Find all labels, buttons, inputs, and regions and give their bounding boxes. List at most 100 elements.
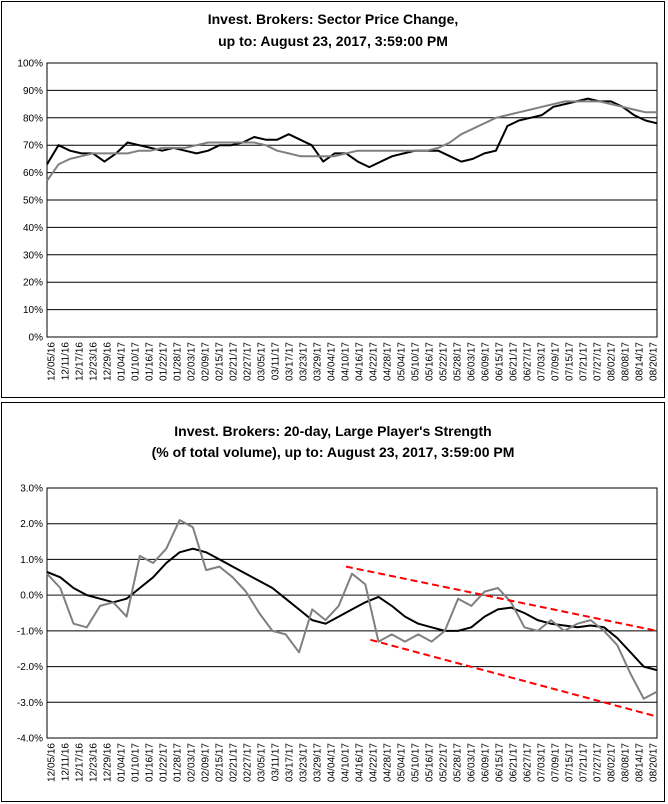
x-tick-label: 01/28/17 bbox=[173, 743, 184, 782]
x-tick-label: 04/22/17 bbox=[369, 342, 380, 381]
x-tick-label: 03/29/17 bbox=[313, 743, 324, 782]
x-tick-label: 01/16/17 bbox=[145, 342, 156, 381]
series-line bbox=[46, 97, 658, 169]
x-tick-label: 12/29/16 bbox=[103, 342, 114, 381]
x-tick-label: 04/28/17 bbox=[383, 342, 394, 381]
x-tick-label: 04/16/17 bbox=[355, 342, 366, 381]
x-tick-label: 02/27/17 bbox=[243, 743, 254, 782]
x-tick-label: 05/22/17 bbox=[439, 342, 450, 381]
x-tick-label: 04/04/17 bbox=[327, 342, 338, 381]
x-tick-label: 07/15/17 bbox=[565, 743, 576, 782]
x-tick-label: 02/09/17 bbox=[201, 743, 212, 782]
plot-area bbox=[46, 487, 658, 739]
x-tick-label: 02/27/17 bbox=[243, 342, 254, 381]
x-tick-label: 04/16/17 bbox=[355, 743, 366, 782]
x-tick-label: 07/21/17 bbox=[579, 342, 590, 381]
x-tick-label: 06/15/17 bbox=[495, 342, 506, 381]
x-tick-label: 02/03/17 bbox=[187, 342, 198, 381]
x-tick-label: 04/10/17 bbox=[341, 743, 352, 782]
y-tick-label: 2.0% bbox=[20, 519, 43, 530]
y-tick-label: -1.0% bbox=[17, 626, 43, 637]
x-tick-label: 06/27/17 bbox=[523, 342, 534, 381]
x-tick-label: 03/23/17 bbox=[299, 342, 310, 381]
x-tick-label: 03/23/17 bbox=[299, 743, 310, 782]
y-tick-label: 60% bbox=[23, 168, 43, 179]
x-tick-label: 07/03/17 bbox=[537, 743, 548, 782]
x-tick-label: 01/04/17 bbox=[117, 342, 128, 381]
x-tick-label: 12/23/16 bbox=[89, 743, 100, 782]
x-tick-label: 01/16/17 bbox=[145, 743, 156, 782]
x-tick-label: 05/28/17 bbox=[453, 743, 464, 782]
series-line bbox=[46, 100, 657, 182]
x-tick-label: 06/27/17 bbox=[523, 743, 534, 782]
x-tick-label: 12/05/16 bbox=[47, 743, 58, 782]
large-player-strength-plot: -4.0% -3.0% -2.0% -1.0% 0.0% 1.0% 2.0% 3.0% 12/0… bbox=[17, 484, 660, 782]
x-tick-label: 03/29/17 bbox=[313, 342, 324, 381]
x-tick-label: 05/10/17 bbox=[411, 743, 422, 782]
x-tick-label: 04/22/17 bbox=[369, 743, 380, 782]
y-tick-label: 1.0% bbox=[20, 555, 43, 566]
series-line bbox=[46, 519, 658, 700]
x-tick-label: 08/14/17 bbox=[635, 743, 646, 782]
x-tick-label: 05/22/17 bbox=[439, 743, 450, 782]
y-tick-label: 80% bbox=[23, 113, 43, 124]
x-tick-label: 03/17/17 bbox=[285, 743, 296, 782]
x-tick-label: 08/08/17 bbox=[621, 342, 632, 381]
x-tick-label: 06/03/17 bbox=[467, 743, 478, 782]
y-tick-label: 90% bbox=[23, 86, 43, 97]
x-tick-label: 12/17/16 bbox=[75, 743, 86, 782]
y-tick-label: 10% bbox=[23, 305, 43, 316]
x-tick-label: 06/09/17 bbox=[481, 743, 492, 782]
trendline bbox=[345, 565, 658, 632]
x-tick-label: 05/04/17 bbox=[397, 342, 408, 381]
x-tick-label: 07/09/17 bbox=[551, 743, 562, 782]
chart-title-line1: Invest. Brokers: Sector Price Change, bbox=[207, 11, 459, 27]
x-tick-label: 12/05/16 bbox=[47, 342, 58, 381]
x-tick-label: 01/22/17 bbox=[159, 342, 170, 381]
x-tick-label: 07/15/17 bbox=[565, 342, 576, 381]
plot-area bbox=[46, 62, 658, 338]
x-tick-label: 03/17/17 bbox=[285, 342, 296, 381]
x-tick-label: 08/02/17 bbox=[607, 342, 618, 381]
x-tick-label: 08/02/17 bbox=[607, 743, 618, 782]
price-change-chart: Invest. Brokers: Sector Price Change, up… bbox=[1, 1, 665, 398]
x-tick-label: 04/04/17 bbox=[327, 743, 338, 782]
x-tick-label: 05/04/17 bbox=[397, 743, 408, 782]
chart-title-line2: up to: August 23, 2017, 3:59:00 PM bbox=[218, 33, 448, 49]
x-tick-label: 08/20/17 bbox=[649, 743, 660, 782]
x-tick-label: 08/08/17 bbox=[621, 743, 632, 782]
y-tick-label: 50% bbox=[23, 196, 43, 207]
x-tick-label: 12/17/16 bbox=[75, 342, 86, 381]
x-tick-label: 03/05/17 bbox=[257, 342, 268, 381]
x-tick-label: 05/16/17 bbox=[425, 743, 436, 782]
large-player-strength-chart: Invest. Brokers: 20-day, Large Player's … bbox=[1, 402, 665, 802]
x-tick-label: 07/21/17 bbox=[579, 743, 590, 782]
x-tick-label: 01/22/17 bbox=[159, 743, 170, 782]
y-tick-label: 0% bbox=[29, 333, 44, 344]
price-change-plot: 0% 10% 20% 30% 40% 50% 60% 70% 80% 90% 100% 12/05/1… bbox=[17, 59, 660, 381]
chart-title-line1: Invest. Brokers: 20-day, Large Player's … bbox=[174, 423, 492, 439]
x-tick-label: 03/11/17 bbox=[271, 342, 282, 381]
x-tick-label: 02/21/17 bbox=[229, 342, 240, 381]
x-tick-label: 06/03/17 bbox=[467, 342, 478, 381]
y-tick-label: 0.0% bbox=[20, 591, 43, 602]
x-tick-label: 07/03/17 bbox=[537, 342, 548, 381]
y-tick-label: 20% bbox=[23, 278, 43, 289]
y-tick-label: 40% bbox=[23, 223, 43, 234]
x-tick-label: 02/03/17 bbox=[187, 743, 198, 782]
x-tick-label: 02/15/17 bbox=[215, 743, 226, 782]
x-tick-label: 07/27/17 bbox=[593, 342, 604, 381]
x-tick-label: 03/11/17 bbox=[271, 743, 282, 782]
x-tick-label: 07/27/17 bbox=[593, 743, 604, 782]
x-tick-label: 06/21/17 bbox=[509, 342, 520, 381]
x-tick-label: 02/15/17 bbox=[215, 342, 226, 381]
y-tick-label: -4.0% bbox=[17, 734, 43, 745]
y-tick-label: -3.0% bbox=[17, 698, 43, 709]
x-tick-label: 12/29/16 bbox=[103, 743, 114, 782]
y-tick-label: 30% bbox=[23, 250, 43, 261]
y-tick-label: 70% bbox=[23, 141, 43, 152]
x-tick-label: 06/09/17 bbox=[481, 342, 492, 381]
x-tick-label: 01/04/17 bbox=[117, 743, 128, 782]
x-tick-label: 08/20/17 bbox=[649, 342, 660, 381]
x-tick-label: 04/10/17 bbox=[341, 342, 352, 381]
